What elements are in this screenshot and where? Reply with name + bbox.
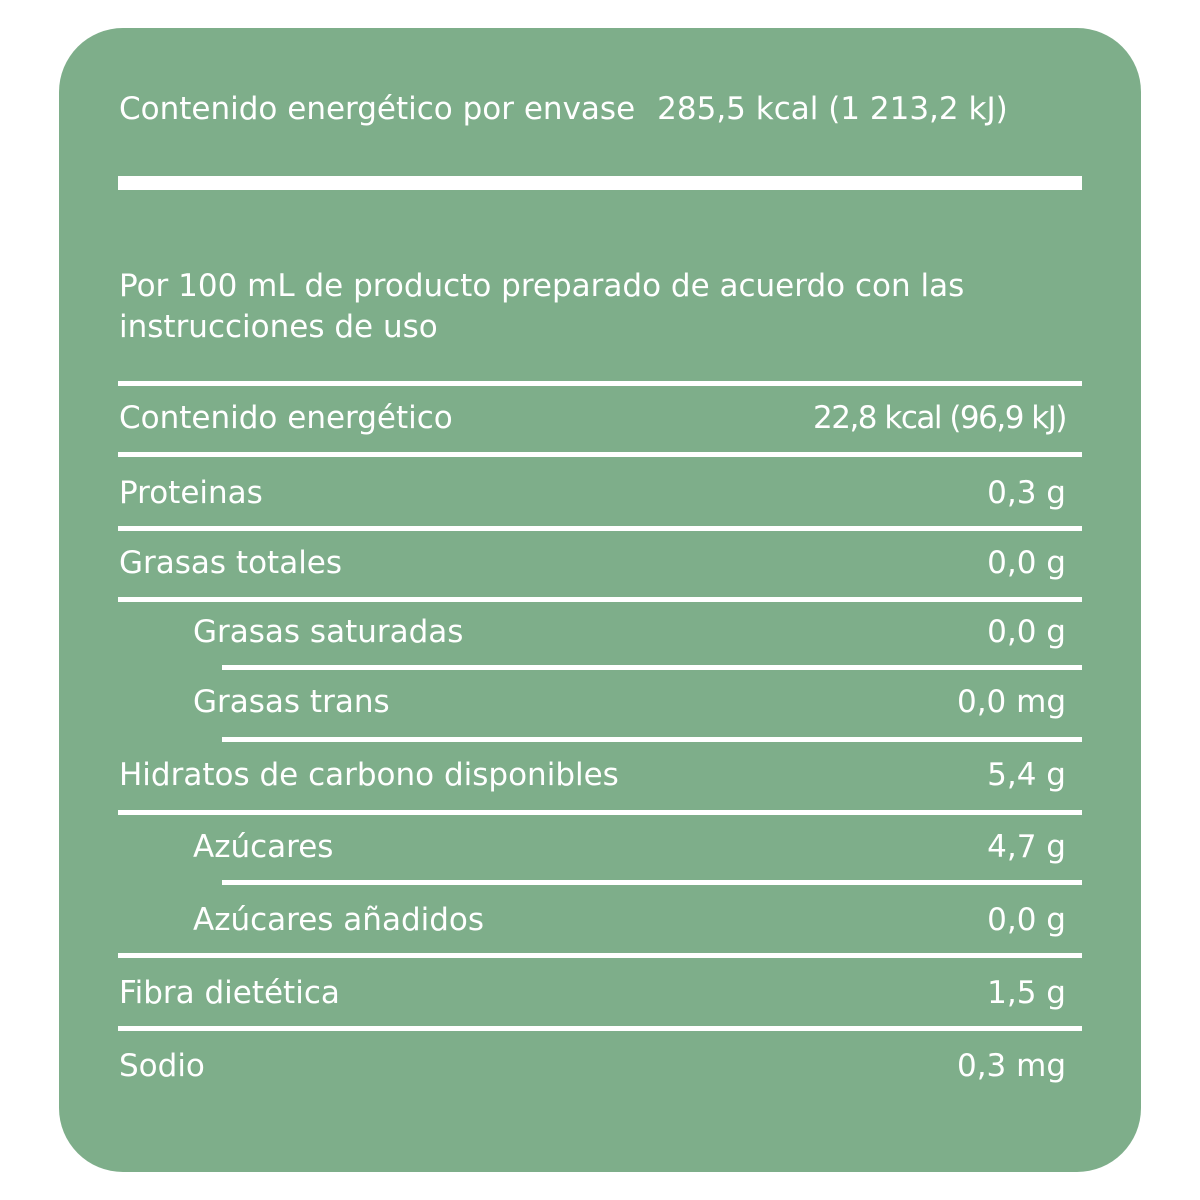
row-label-sugars: Azúcares — [193, 829, 334, 865]
row-divider-indented — [222, 737, 1082, 742]
row-value-saturated-fat: 0,0 g — [987, 614, 1066, 650]
row-value-sodium: 0,3 mg — [956, 1048, 1066, 1084]
energy-per-package: Contenido energético por envase 285,5 kca… — [119, 94, 1008, 125]
row-divider-indented — [222, 665, 1082, 670]
row-value-carbohydrates: 5,4 g — [987, 757, 1066, 793]
energy-per-package-label: Contenido energético por envase — [119, 91, 636, 127]
row-divider — [118, 810, 1082, 815]
row-label-energy: Contenido energético — [119, 400, 453, 436]
table-top-divider — [118, 381, 1082, 386]
row-value-trans-fat: 0,0 mg — [956, 684, 1066, 720]
row-value-fiber: 1,5 g — [987, 975, 1066, 1011]
row-divider — [118, 953, 1082, 958]
row-label-sodium: Sodio — [119, 1048, 205, 1084]
row-value-total-fat: 0,0 g — [987, 545, 1066, 581]
thick-divider — [118, 176, 1082, 190]
row-label-fiber: Fibra dietética — [119, 975, 340, 1011]
row-divider — [118, 526, 1082, 531]
row-label-saturated-fat: Grasas saturadas — [193, 614, 464, 650]
row-label-total-fat: Grasas totales — [119, 545, 343, 581]
row-label-carbohydrates: Hidratos de carbono disponibles — [119, 757, 619, 793]
serving-basis-text: Por 100 mL de producto preparado de acue… — [119, 268, 965, 345]
row-value-energy: 22,8 kcal (96,9 kJ) — [813, 400, 1068, 436]
row-divider-indented — [222, 880, 1082, 885]
row-value-protein: 0,3 g — [987, 475, 1066, 511]
nutrition-panel: Contenido energético por envase 285,5 kca… — [59, 28, 1141, 1172]
row-label-added-sugars: Azúcares añadidos — [193, 902, 485, 938]
row-value-added-sugars: 0,0 g — [987, 902, 1066, 938]
row-divider — [118, 597, 1082, 602]
row-label-trans-fat: Grasas trans — [193, 684, 390, 720]
energy-per-package-value: 285,5 kcal (1 213,2 kJ) — [657, 91, 1008, 127]
row-divider — [118, 452, 1082, 457]
row-value-sugars: 4,7 g — [987, 829, 1066, 865]
row-divider — [118, 1026, 1082, 1031]
row-label-protein: Proteinas — [119, 475, 263, 511]
